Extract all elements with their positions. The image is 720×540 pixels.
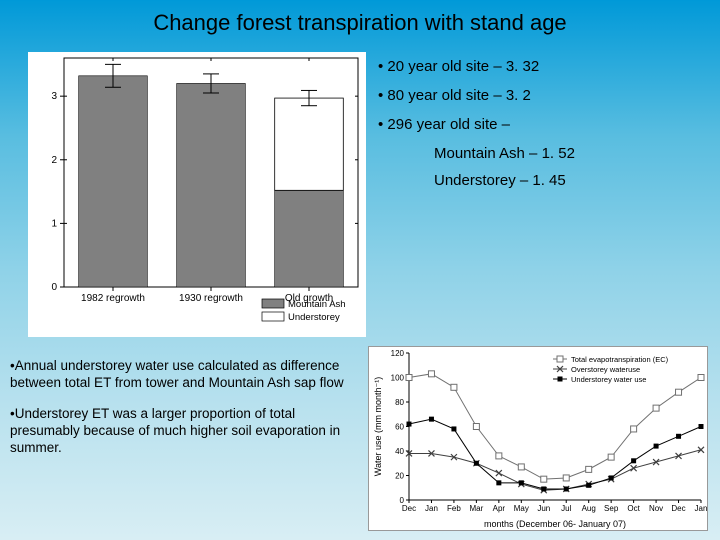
svg-text:0: 0	[51, 282, 57, 293]
svg-text:Total evapotranspiration (EC): Total evapotranspiration (EC)	[571, 355, 669, 364]
bullet-item: • 80 year old site – 3. 2	[378, 87, 708, 104]
svg-text:Jan: Jan	[425, 504, 438, 513]
svg-text:Understorey: Understorey	[288, 312, 340, 323]
bullet-item: • 20 year old site – 3. 32	[378, 58, 708, 75]
svg-text:2: 2	[51, 155, 57, 166]
svg-text:Jan: Jan	[695, 504, 707, 513]
svg-text:Nov: Nov	[649, 504, 663, 513]
svg-text:Sep: Sep	[604, 504, 619, 513]
line-chart: 020406080100120DecJanFebMarAprMayJunJulA…	[368, 346, 708, 531]
svg-text:Aug: Aug	[582, 504, 596, 513]
bar-chart: 01231982 regrowth1930 regrowthOld growth…	[28, 52, 366, 337]
svg-text:May: May	[514, 504, 529, 513]
svg-text:Dec: Dec	[671, 504, 685, 513]
notes: •Annual understorey water use calculated…	[10, 358, 355, 470]
svg-text:1930 regrowth: 1930 regrowth	[179, 293, 243, 304]
svg-text:Water use (mm month⁻¹): Water use (mm month⁻¹)	[373, 377, 383, 476]
svg-text:Understorey water use: Understorey water use	[571, 375, 646, 384]
svg-text:120: 120	[391, 349, 405, 358]
svg-text:1: 1	[51, 218, 57, 229]
svg-text:60: 60	[395, 423, 404, 432]
bullet-subitem: Understorey – 1. 45	[434, 172, 708, 189]
bullet-list: • 20 year old site – 3. 32 • 80 year old…	[378, 58, 708, 199]
svg-text:Overstorey wateruse: Overstorey wateruse	[571, 365, 640, 374]
svg-text:Dec: Dec	[402, 504, 416, 513]
svg-text:3: 3	[51, 91, 57, 102]
svg-text:Jun: Jun	[537, 504, 550, 513]
svg-text:Jul: Jul	[561, 504, 571, 513]
svg-text:1982 regrowth: 1982 regrowth	[81, 293, 145, 304]
svg-text:months (December 06- January 0: months (December 06- January 07)	[484, 519, 626, 529]
bullet-subitem: Mountain Ash – 1. 52	[434, 145, 708, 162]
page-title: Change forest transpiration with stand a…	[0, 10, 720, 36]
svg-text:Mountain Ash: Mountain Ash	[288, 299, 346, 310]
bullet-item: • 296 year old site –	[378, 116, 708, 133]
note-paragraph: •Annual understorey water use calculated…	[10, 358, 355, 392]
svg-text:20: 20	[395, 472, 404, 481]
note-paragraph: •Understorey ET was a larger proportion …	[10, 406, 355, 457]
svg-text:Mar: Mar	[469, 504, 483, 513]
svg-text:Oct: Oct	[627, 504, 640, 513]
svg-text:Feb: Feb	[447, 504, 461, 513]
svg-text:100: 100	[391, 374, 405, 383]
svg-text:40: 40	[395, 447, 404, 456]
svg-text:Apr: Apr	[493, 504, 506, 513]
svg-text:80: 80	[395, 398, 404, 407]
